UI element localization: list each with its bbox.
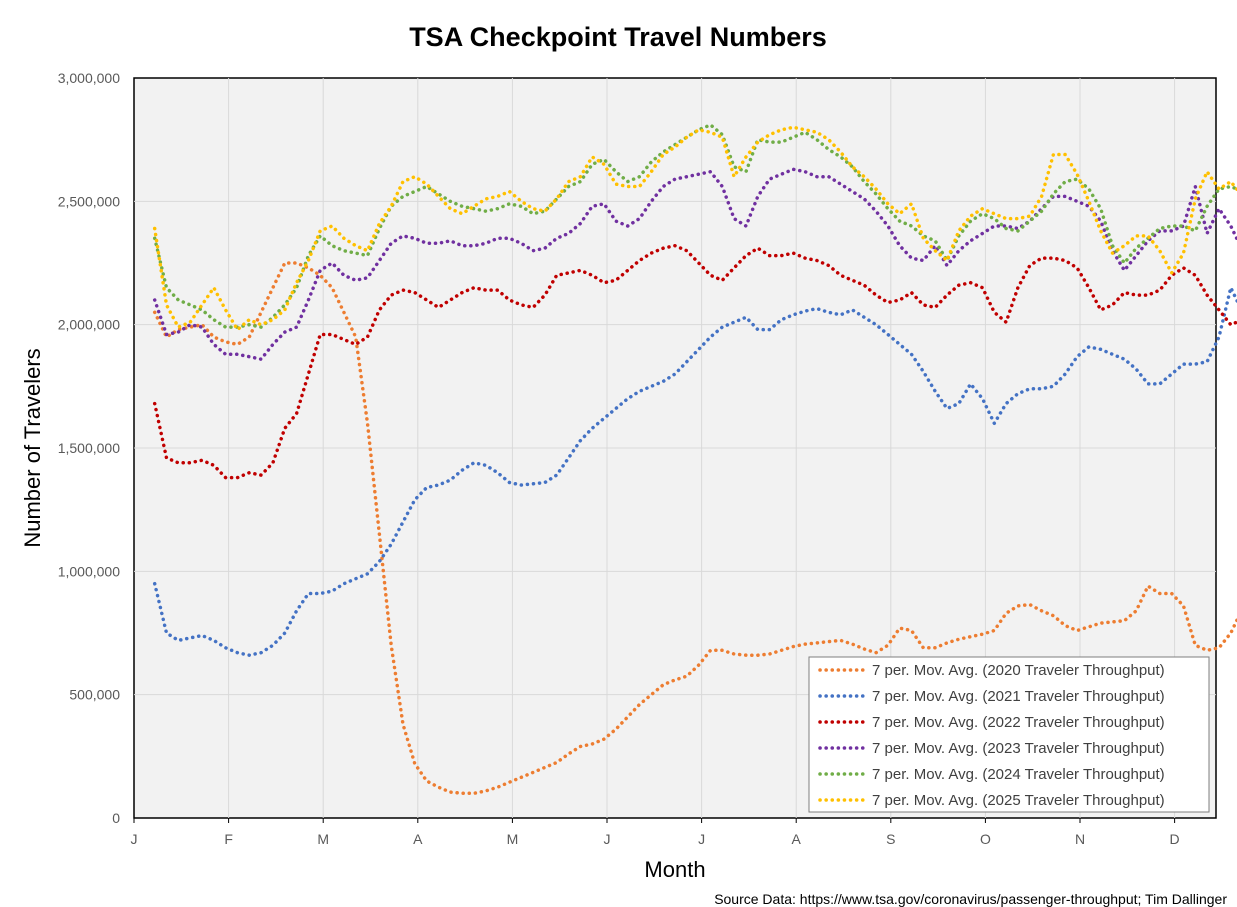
series-line-4 (152, 123, 1237, 329)
series-line-1 (152, 285, 1237, 657)
legend-label-5: 7 per. Mov. Avg. (2025 Traveler Throughp… (872, 792, 1165, 809)
y-tick-label: 0 (112, 810, 120, 826)
legend-box (808, 656, 1210, 813)
y-tick-label: 500,000 (69, 687, 120, 703)
x-tick-label: M (507, 831, 519, 847)
x-tick-label: J (131, 831, 138, 847)
x-tick-label: O (980, 831, 991, 847)
x-tick-label: D (1170, 831, 1180, 847)
y-axis-ticks: 0 500,000 1,000,000 1,500,000 2,000,000 2,500… (58, 70, 121, 826)
x-tick-label: F (224, 831, 233, 847)
x-axis-label: Month (644, 857, 705, 882)
y-tick-label: 2,000,000 (58, 317, 120, 333)
x-tick-label: J (604, 831, 611, 847)
legend-label-2: 7 per. Mov. Avg. (2022 Traveler Throughp… (872, 714, 1165, 731)
chart-title: TSA Checkpoint Travel Numbers (409, 22, 827, 52)
y-tick-label: 2,500,000 (58, 193, 120, 209)
x-tick-label: M (317, 831, 329, 847)
legend-label-1: 7 per. Mov. Avg. (2021 Traveler Throughp… (872, 688, 1165, 705)
x-tick-label: J (698, 831, 705, 847)
series-line-3 (152, 167, 1237, 361)
legend: 7 per. Mov. Avg. (2020 Traveler Throughp… (808, 656, 1210, 813)
series-group (152, 123, 1237, 796)
legend-label-3: 7 per. Mov. Avg. (2023 Traveler Throughp… (872, 740, 1165, 757)
legend-label-4: 7 per. Mov. Avg. (2024 Traveler Throughp… (872, 766, 1165, 783)
x-tick-label: A (413, 831, 423, 847)
y-tick-label: 1,000,000 (58, 563, 120, 579)
y-tick-label: 1,500,000 (58, 440, 120, 456)
y-tick-label: 3,000,000 (58, 70, 120, 86)
series-line-0 (152, 261, 1237, 796)
legend-label-0: 7 per. Mov. Avg. (2020 Traveler Throughp… (872, 662, 1165, 679)
source-note: Source Data: https://www.tsa.gov/coronav… (714, 891, 1227, 907)
series-line-5 (152, 125, 1237, 332)
x-tick-label: A (792, 831, 802, 847)
series-line-2 (152, 243, 1237, 480)
y-axis-label: Number of Travelers (20, 348, 45, 547)
x-tick-label: N (1075, 831, 1085, 847)
x-tick-label: S (886, 831, 895, 847)
